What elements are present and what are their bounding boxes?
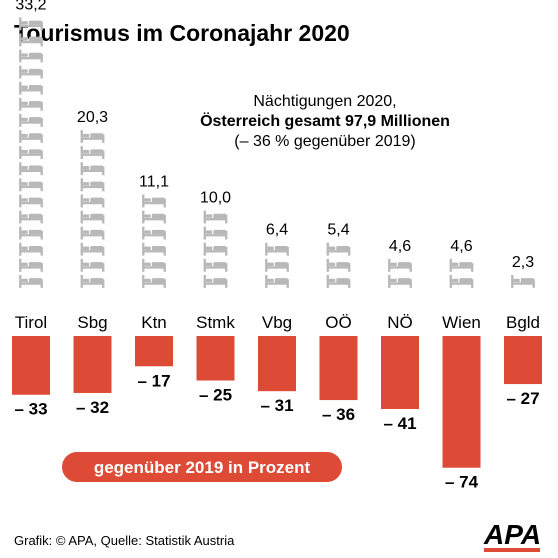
bed-icon [18, 129, 44, 144]
chart-marks: 33,2 Tirol – 33 20,3 Sbg – 32 11,1 Ktn – 17 10,0 S… [12, 0, 542, 492]
value-label-bgld: 2,3 [512, 254, 534, 271]
chart-title: Tourismus im Coronajahr 2020 [14, 20, 350, 46]
bed-icon [80, 177, 105, 193]
bed-icon [326, 273, 351, 289]
bed-icon [387, 273, 413, 289]
value-label-nö: 4,6 [389, 238, 411, 255]
bed-icon [18, 225, 44, 241]
bed-icon [18, 177, 44, 193]
bed-icon [141, 209, 167, 225]
bed-icon [80, 161, 105, 177]
legend-pill-label: gegenüber 2019 in Prozent [94, 458, 311, 477]
bed-icon [387, 257, 413, 273]
bed-icon [203, 209, 228, 225]
bed-icon [80, 129, 105, 144]
legend-pill [62, 452, 342, 482]
bar-ktn [135, 336, 173, 367]
bar-bgld [504, 336, 542, 385]
change-label-nö: – 41 [383, 414, 416, 433]
region-label-stmk: Stmk [196, 313, 235, 332]
bed-icon [80, 257, 105, 273]
bed-icon [18, 112, 44, 128]
bed-icon [141, 273, 167, 289]
bar-oö [319, 336, 358, 401]
bed-icon [18, 80, 44, 96]
region-label-sbg: Sbg [77, 313, 107, 332]
value-label-sbg: 20,3 [77, 109, 108, 126]
footer-credit: Grafik: © APA, Quelle: Statistik Austria [14, 533, 235, 548]
bed-icon [449, 273, 474, 289]
bed-icon [80, 273, 105, 289]
bed-icon [203, 257, 228, 273]
bed-icon [203, 273, 228, 289]
bed-icon [449, 257, 474, 273]
bed-icon [18, 193, 44, 209]
value-label-ktn: 11,1 [139, 173, 169, 190]
bed-icon [80, 145, 105, 161]
region-label-ktn: Ktn [141, 313, 167, 332]
change-label-bgld: – 27 [506, 389, 539, 408]
bed-icon [80, 241, 105, 257]
apa-logo-text: APA [483, 519, 541, 550]
change-label-sbg: – 32 [76, 398, 109, 417]
change-label-tirol: – 33 [14, 400, 47, 419]
region-label-vbg: Vbg [262, 313, 292, 332]
value-label-vbg: 6,4 [266, 222, 288, 239]
bed-icon [141, 257, 167, 273]
region-label-tirol: Tirol [15, 313, 47, 332]
bar-nö [381, 336, 419, 409]
apa-logo-bar [484, 548, 540, 552]
change-label-oö: – 36 [322, 405, 355, 424]
bar-stmk [196, 336, 235, 381]
bed-icon [80, 209, 105, 225]
value-label-tirol: 33,2 [15, 0, 46, 13]
region-label-bgld: Bgld [506, 313, 540, 332]
region-label-wien: Wien [442, 313, 481, 332]
bed-icon [18, 145, 44, 161]
apa-logo: APA [483, 519, 541, 552]
subtitle-line-1: Nächtigungen 2020, [253, 93, 396, 110]
change-label-wien: – 74 [445, 473, 479, 492]
region-label-oö: OÖ [325, 313, 351, 332]
bed-icon [18, 64, 44, 80]
bed-icon [18, 209, 44, 225]
value-label-wien: 4,6 [450, 238, 472, 255]
bed-icon [203, 241, 228, 257]
bar-sbg [73, 336, 112, 393]
bar-vbg [258, 336, 296, 392]
bed-icon [264, 257, 290, 273]
bar-tirol [12, 336, 50, 395]
value-label-oö: 5,4 [327, 222, 349, 239]
bed-icon [18, 257, 44, 273]
bed-icon [141, 225, 167, 241]
bed-icon [264, 273, 290, 289]
bed-icon [80, 225, 105, 241]
bed-icon [326, 241, 351, 257]
bed-icon [141, 241, 167, 257]
bed-icon [203, 225, 228, 241]
change-label-ktn: – 17 [137, 371, 170, 390]
bed-icon [18, 48, 44, 64]
bed-icon [510, 273, 536, 289]
bed-icon [18, 161, 44, 177]
bed-icon [18, 273, 44, 289]
bed-icon [80, 193, 105, 209]
region-label-nö: NÖ [387, 313, 413, 332]
bed-icon [18, 96, 44, 112]
subtitle-line-3: (– 36 % gegenüber 2019) [234, 133, 415, 150]
bed-icon [264, 241, 290, 257]
bed-icon [141, 193, 167, 209]
subtitle-line-2: Österreich gesamt 97,9 Millionen [200, 111, 450, 130]
bar-wien [442, 336, 481, 468]
change-label-vbg: – 31 [260, 396, 293, 415]
change-label-stmk: – 25 [199, 386, 232, 405]
bed-icon [326, 257, 351, 273]
bed-icon [18, 241, 44, 257]
value-label-stmk: 10,0 [200, 190, 231, 207]
